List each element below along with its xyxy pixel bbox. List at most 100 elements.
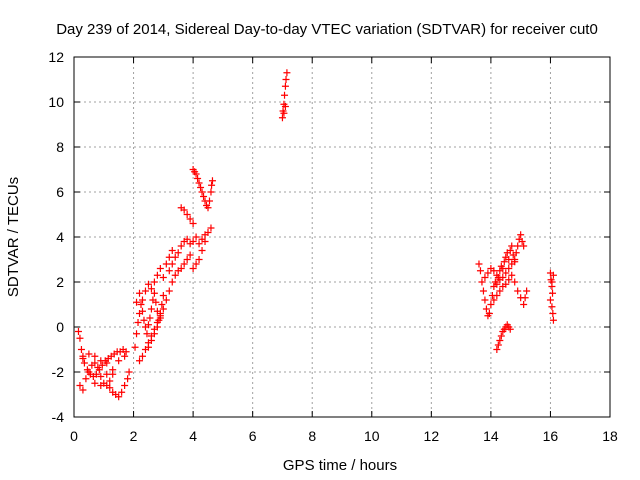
data-point bbox=[198, 247, 206, 254]
data-point bbox=[517, 231, 525, 239]
data-point bbox=[281, 91, 289, 99]
data-point bbox=[85, 368, 93, 376]
data-point bbox=[520, 242, 528, 250]
data-point bbox=[505, 276, 513, 284]
data-point bbox=[200, 193, 208, 200]
data-point bbox=[500, 258, 508, 266]
data-point bbox=[493, 280, 501, 288]
data-point bbox=[514, 242, 522, 250]
data-point bbox=[91, 379, 99, 387]
data-point bbox=[207, 224, 215, 232]
data-point bbox=[144, 280, 152, 288]
data-point bbox=[512, 249, 520, 257]
data-point bbox=[481, 296, 489, 304]
data-point bbox=[493, 292, 501, 299]
data-point bbox=[98, 361, 106, 369]
y-tick-label: 6 bbox=[56, 184, 64, 200]
data-point bbox=[159, 305, 167, 313]
data-point bbox=[186, 251, 194, 259]
data-point bbox=[204, 204, 212, 212]
data-point bbox=[511, 258, 519, 266]
data-point bbox=[281, 82, 289, 90]
data-point bbox=[186, 215, 194, 223]
data-point bbox=[103, 359, 111, 367]
data-point bbox=[205, 197, 213, 205]
data-point bbox=[476, 267, 484, 275]
x-tick-label: 6 bbox=[249, 428, 257, 444]
data-point bbox=[118, 388, 126, 396]
data-point bbox=[180, 260, 188, 268]
data-point bbox=[499, 274, 507, 281]
data-point bbox=[133, 330, 141, 338]
data-point bbox=[162, 260, 170, 268]
y-tick-label: -2 bbox=[52, 364, 65, 380]
data-point bbox=[548, 303, 556, 311]
data-point bbox=[177, 242, 185, 250]
data-point bbox=[91, 352, 99, 360]
axis-ticks: 0 2 4 6 8 10 12 14 16 18 -4 -2 0 2 4 6 8 10 12 bbox=[48, 49, 618, 444]
data-point bbox=[201, 238, 209, 245]
data-point bbox=[505, 256, 513, 263]
data-point bbox=[198, 188, 206, 196]
x-tick-label: 10 bbox=[364, 428, 380, 444]
data-point bbox=[97, 357, 105, 365]
data-point bbox=[85, 350, 93, 358]
data-point bbox=[195, 179, 203, 187]
data-point bbox=[280, 109, 288, 117]
data-point bbox=[125, 368, 133, 376]
data-point bbox=[76, 382, 84, 389]
data-point bbox=[156, 265, 164, 272]
x-tick-label: 16 bbox=[543, 428, 559, 444]
data-point bbox=[189, 265, 197, 272]
data-point bbox=[131, 343, 139, 351]
data-point bbox=[281, 103, 289, 110]
data-point bbox=[137, 301, 145, 308]
data-point bbox=[195, 240, 203, 248]
data-point bbox=[124, 375, 132, 383]
data-point bbox=[153, 323, 161, 331]
data-point bbox=[549, 289, 557, 297]
data-point bbox=[92, 370, 100, 378]
data-point bbox=[159, 292, 167, 299]
data-point bbox=[165, 287, 173, 295]
data-point bbox=[121, 352, 129, 360]
data-point bbox=[156, 314, 164, 322]
data-point bbox=[146, 314, 154, 322]
data-point bbox=[136, 357, 144, 365]
data-point bbox=[80, 359, 88, 367]
data-point bbox=[505, 265, 513, 272]
chart-title: Day 239 of 2014, Sidereal Day-to-day VTE… bbox=[56, 21, 598, 38]
data-point bbox=[91, 359, 99, 367]
x-tick-label: 2 bbox=[130, 428, 138, 444]
data-point bbox=[106, 377, 114, 385]
data-point bbox=[115, 357, 123, 365]
data-point bbox=[208, 181, 216, 189]
data-point bbox=[493, 271, 501, 279]
y-tick-label: 8 bbox=[56, 139, 64, 155]
data-point bbox=[138, 352, 146, 360]
x-axis-label: GPS time / hours bbox=[283, 457, 397, 474]
data-point bbox=[189, 238, 197, 245]
data-point bbox=[549, 316, 557, 324]
data-point bbox=[144, 343, 152, 351]
y-axis-label: SDTVAR / TECUs bbox=[5, 177, 22, 297]
y-tick-label: -4 bbox=[52, 409, 65, 425]
plot-frame bbox=[73, 56, 611, 418]
data-point bbox=[490, 296, 498, 304]
x-tick-label: 12 bbox=[424, 428, 440, 444]
data-point bbox=[496, 287, 504, 295]
data-point bbox=[481, 274, 489, 281]
data-point bbox=[549, 271, 557, 279]
data-point bbox=[97, 373, 105, 380]
data-point bbox=[183, 211, 191, 218]
x-tick-label: 0 bbox=[70, 428, 78, 444]
y-tick-label: 4 bbox=[56, 229, 64, 245]
data-point bbox=[152, 298, 160, 306]
data-point bbox=[136, 289, 144, 297]
data-point bbox=[508, 271, 516, 279]
data-point bbox=[511, 278, 519, 286]
data-point bbox=[147, 305, 155, 313]
data-point bbox=[74, 328, 82, 335]
data-point bbox=[180, 206, 188, 214]
data-point bbox=[77, 346, 85, 353]
